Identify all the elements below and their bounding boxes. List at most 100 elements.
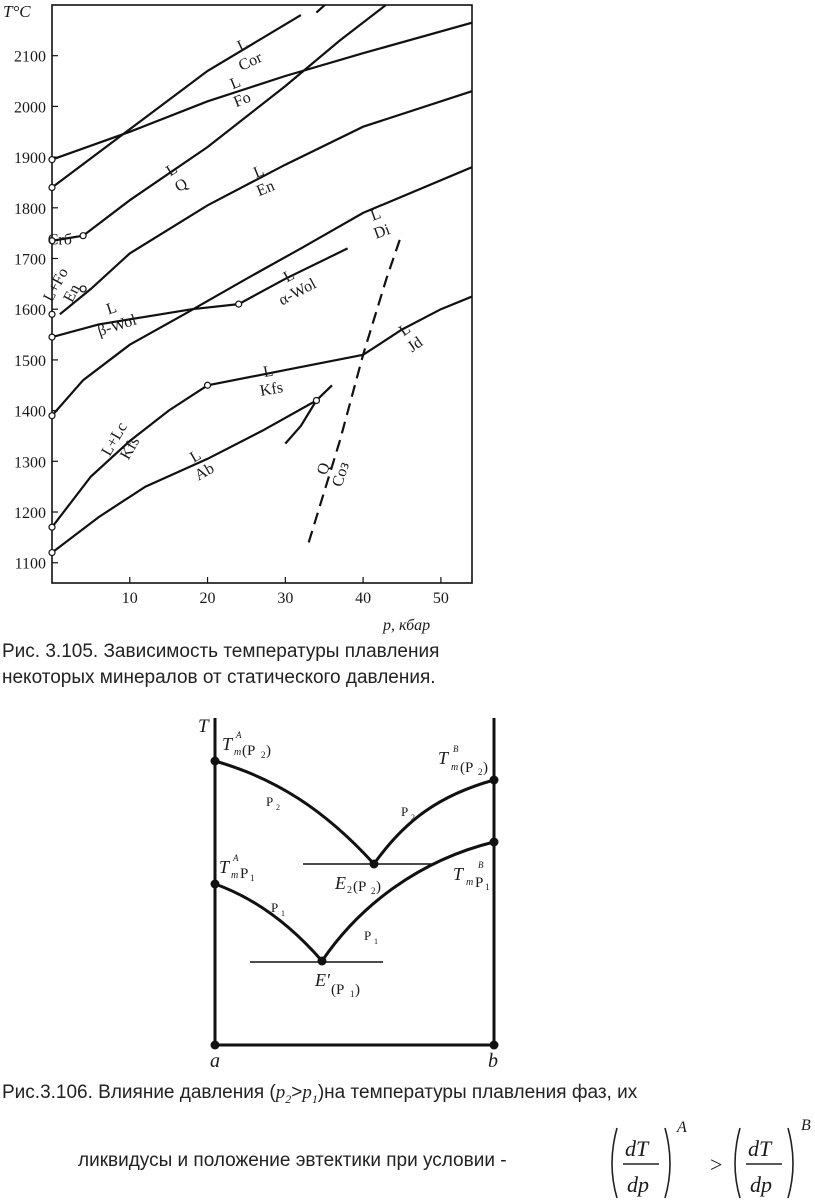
svg-text:P: P: [240, 866, 248, 882]
open-point: [48, 523, 56, 531]
svg-text:A: A: [235, 730, 242, 740]
figure-caption-3-105: Рис. 3.105. Зависимость температуры плав…: [2, 639, 562, 691]
plot-frame: [51, 4, 473, 584]
x-tick-label: 40: [355, 590, 371, 607]
label-tm-b-p1: T B m P 1: [453, 860, 490, 892]
series-l-fo: [52, 21, 472, 161]
open-point: [79, 285, 87, 293]
series-l-q: [52, 5, 388, 242]
y-tick-label: 1700: [14, 252, 46, 269]
figure-caption-3-106-line2: ликвидусы и положение эвтектики при усло…: [78, 1150, 507, 1171]
svg-text:): ): [355, 982, 360, 998]
x-tick-label: 10: [122, 590, 138, 607]
svg-text:2: 2: [347, 885, 352, 896]
x-tick-label: 50: [433, 590, 449, 607]
svg-text:A: A: [232, 853, 239, 863]
x-tick-label: 30: [277, 590, 293, 607]
chart-series: [52, 5, 472, 554]
label-tm-a-p1: T A m P 1: [219, 853, 255, 883]
y-axis-label: T°C: [3, 2, 31, 21]
eutectic-diagram: T a b T A m (P 2 ) T A m P 1 T B m (P 2 …: [198, 716, 499, 1072]
svg-text:B: B: [801, 1117, 811, 1134]
point-ta-p2: [210, 756, 220, 766]
svg-text:): ): [266, 743, 271, 759]
series-l-cor-extension: [315, 5, 327, 14]
y-tick-label: 1900: [14, 150, 46, 167]
y-tick-label: 1100: [15, 556, 46, 573]
eutectic-point-p2: [369, 859, 379, 869]
svg-text:dT: dT: [748, 1136, 773, 1161]
y-tick-label: 2000: [14, 99, 46, 116]
series-l-kfs: [52, 353, 364, 528]
liquidus-b-p2: [372, 778, 495, 865]
caption-line: некоторых минералов от статического давл…: [2, 667, 436, 688]
curve-label: LFo: [228, 74, 253, 111]
y-tick-label: 1300: [14, 454, 46, 471]
svg-text:): ): [376, 879, 381, 895]
melting-temperature-chart: 1100 1200 1300 1400 1500 1600 1700 1800 1900 2000…: [3, 2, 473, 634]
svg-text:T: T: [438, 748, 450, 768]
caption-text: Рис.3.106. Влияние давления (: [2, 1082, 276, 1103]
svg-text:B: B: [453, 744, 459, 754]
label-e1-p1: E′ (P 1 ): [314, 970, 360, 999]
curve-label-bottom: Di: [372, 221, 393, 243]
chart-ticks: 1100 1200 1300 1400 1500 1600 1700 1800 1900 2000…: [14, 49, 449, 607]
open-point: [79, 232, 87, 240]
curve-label-top: L: [228, 74, 243, 93]
point-b: [489, 1040, 499, 1050]
svg-text:): ): [483, 760, 488, 776]
curve-label: Lβ-Wol: [96, 299, 140, 340]
curve-label-top: L: [251, 162, 266, 181]
label-b: b: [488, 1050, 498, 1072]
y-tick-label: 1600: [14, 302, 46, 319]
open-point: [203, 381, 212, 389]
x-tick-label: 20: [200, 590, 216, 607]
svg-text:B: B: [478, 860, 484, 870]
svg-text:m: m: [466, 877, 473, 888]
series-l-en: [59, 90, 472, 316]
series-q-coз: [307, 232, 404, 543]
x-axis-label: p, кбар: [382, 617, 430, 634]
series-l-cor: [52, 14, 302, 189]
figure-caption-3-106-line1: Рис.3.106. Влияние давления (p2>p1)на те…: [2, 1080, 637, 1112]
chart-axes: [51, 4, 473, 584]
svg-text:P: P: [271, 900, 278, 915]
label-e2-p2: E 2 (P 2 ): [334, 873, 381, 896]
liquidus-a-p2: [214, 759, 376, 866]
svg-text:2: 2: [478, 767, 483, 777]
open-point: [48, 310, 56, 318]
series-l-wol: [238, 247, 349, 306]
svg-text:(P: (P: [242, 743, 255, 759]
curve-label: LDi: [368, 205, 393, 243]
caption-text: )на температуры плавления фаз, их: [317, 1082, 638, 1103]
open-point: [48, 548, 56, 557]
curve-label: Crб: [48, 231, 72, 248]
series-l-di: [52, 166, 472, 417]
y-tick-label: 1400: [14, 404, 46, 421]
svg-text:T: T: [453, 864, 465, 884]
svg-text:2: 2: [276, 803, 280, 812]
point-ta-p1: [210, 879, 220, 889]
y-tick-label: 2100: [14, 49, 46, 66]
open-point: [48, 156, 56, 164]
label-a: a: [210, 1050, 220, 1072]
svg-text:P: P: [401, 804, 408, 819]
svg-text:T: T: [222, 734, 234, 754]
curve-label-bottom: Kfs: [259, 379, 285, 400]
open-point: [48, 237, 56, 245]
series-l-ab: [52, 399, 317, 554]
y-tick-label: 1500: [14, 353, 46, 370]
svg-text:1: 1: [374, 937, 378, 946]
svg-text:A: A: [676, 1119, 687, 1136]
svg-text:(P: (P: [460, 760, 473, 776]
svg-text:P: P: [266, 794, 273, 809]
series-q-coз-lower: [284, 384, 333, 445]
svg-text:dT: dT: [625, 1136, 650, 1161]
svg-text:2: 2: [411, 813, 415, 822]
chart-open-points: [48, 156, 321, 557]
open-point: [312, 396, 321, 405]
